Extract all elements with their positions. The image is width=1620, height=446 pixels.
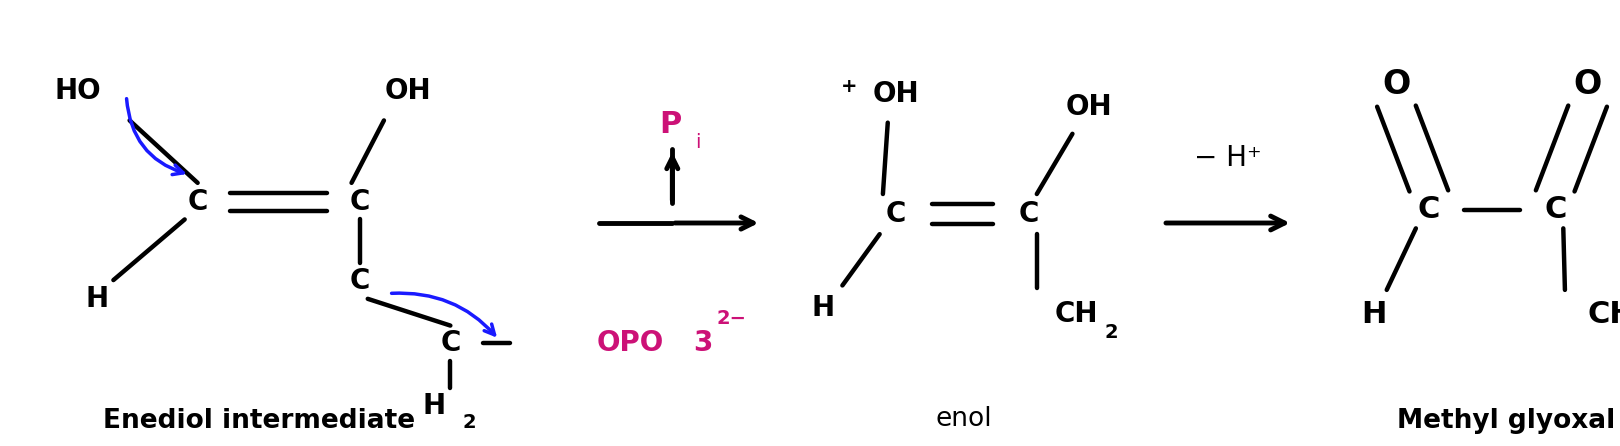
Text: Enediol intermediate: Enediol intermediate — [104, 409, 415, 434]
Text: − H⁺: − H⁺ — [1194, 145, 1262, 172]
Text: HO: HO — [55, 78, 100, 105]
Text: CH: CH — [1055, 301, 1098, 328]
Text: C: C — [1544, 195, 1567, 224]
Text: i: i — [695, 133, 701, 152]
Text: +: + — [841, 78, 857, 96]
Text: 3: 3 — [693, 330, 713, 357]
Text: OH: OH — [386, 78, 431, 105]
Text: OH: OH — [1066, 93, 1111, 121]
Text: C: C — [188, 188, 207, 215]
Text: H: H — [812, 294, 834, 322]
Text: enol: enol — [936, 406, 991, 432]
Text: C: C — [886, 200, 906, 228]
Text: O: O — [1573, 68, 1602, 101]
Text: Methyl glyoxal: Methyl glyoxal — [1398, 409, 1615, 434]
Text: O: O — [1382, 68, 1411, 101]
Text: 2: 2 — [463, 413, 476, 432]
Text: C: C — [441, 330, 460, 357]
Text: H: H — [423, 392, 446, 420]
Text: P: P — [659, 110, 682, 140]
Text: 2: 2 — [1105, 323, 1118, 342]
Text: H: H — [1361, 300, 1387, 329]
Text: C: C — [350, 188, 369, 215]
Text: H: H — [86, 285, 109, 313]
Text: OPO: OPO — [596, 330, 664, 357]
Text: 2−: 2− — [716, 310, 747, 328]
Text: CH: CH — [1588, 300, 1620, 329]
Text: C: C — [350, 267, 369, 295]
Text: OH: OH — [873, 80, 919, 107]
Text: C: C — [1019, 200, 1038, 228]
Text: C: C — [1418, 195, 1440, 224]
